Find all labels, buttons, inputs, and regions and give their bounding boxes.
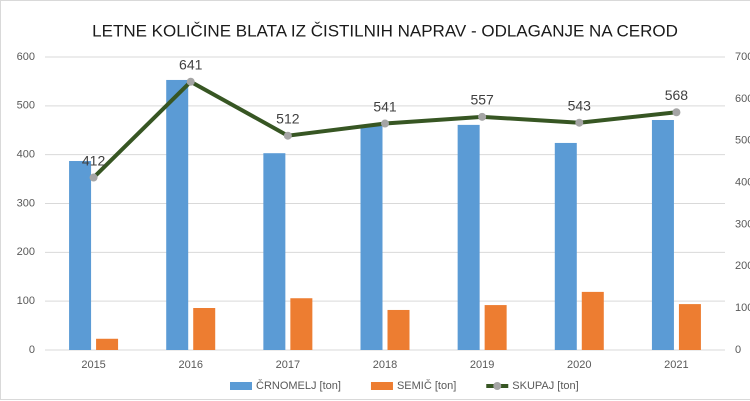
- bar: [193, 308, 216, 350]
- bar: [484, 305, 507, 350]
- y2-tick-label: 100: [735, 302, 750, 314]
- y2-tick-label: 700: [735, 51, 750, 63]
- line-marker: [283, 131, 292, 140]
- y-tick-label: 100: [17, 295, 35, 307]
- legend-label: SEMIČ [ton]: [397, 379, 456, 392]
- line-marker: [381, 119, 389, 128]
- data-label: 557: [470, 92, 494, 108]
- y-tick-label: 300: [17, 197, 35, 209]
- data-label: 512: [276, 110, 300, 126]
- bar: [554, 142, 577, 350]
- line-marker: [672, 108, 681, 117]
- legend-label: ČRNOMELJ [ton]: [256, 379, 341, 392]
- y-tick-label: 200: [17, 246, 35, 258]
- legend-swatch: [370, 382, 393, 390]
- bar: [69, 161, 92, 350]
- bar: [166, 79, 189, 351]
- x-tick-label: 2020: [567, 359, 591, 371]
- bar: [678, 304, 701, 350]
- bar: [263, 153, 286, 350]
- bar: [581, 291, 604, 350]
- x-tick-label: 2015: [81, 359, 105, 371]
- y2-tick-label: 200: [735, 260, 750, 272]
- legend-swatch-marker: [493, 382, 502, 390]
- y-tick-label: 0: [29, 344, 35, 356]
- bar: [360, 125, 383, 350]
- line-marker: [478, 112, 487, 121]
- bar: [651, 119, 674, 351]
- x-tick-label: 2016: [178, 359, 202, 371]
- line-marker: [186, 77, 195, 86]
- y2-tick-label: 400: [735, 176, 750, 188]
- y2-tick-label: 600: [735, 93, 750, 105]
- y2-tick-label: 500: [735, 135, 750, 147]
- y2-tick-label: 0: [735, 344, 741, 356]
- data-label: 543: [568, 97, 592, 113]
- x-tick-label: 2018: [373, 359, 397, 371]
- x-tick-label: 2019: [470, 359, 494, 371]
- line-marker: [89, 173, 98, 182]
- bar: [96, 338, 119, 350]
- data-label: 541: [373, 98, 397, 114]
- bar: [457, 124, 480, 351]
- data-label: 641: [179, 56, 203, 72]
- y2-tick-label: 300: [735, 218, 750, 230]
- bar: [387, 309, 410, 350]
- x-tick-label: 2017: [276, 359, 300, 371]
- y-tick-label: 500: [17, 100, 35, 112]
- legend-label: SKUPAJ [ton]: [512, 380, 578, 392]
- data-label: 412: [82, 152, 106, 168]
- x-tick-label: 2021: [664, 359, 688, 371]
- y-tick-label: 600: [17, 51, 35, 63]
- chart-title: LETNE KOLIČINE BLATA IZ ČISTILNIH NAPRAV…: [92, 21, 678, 40]
- line-marker: [575, 118, 584, 127]
- y-tick-label: 400: [17, 149, 35, 161]
- data-label: 568: [665, 87, 689, 103]
- legend-swatch: [230, 382, 252, 390]
- bar: [290, 298, 313, 350]
